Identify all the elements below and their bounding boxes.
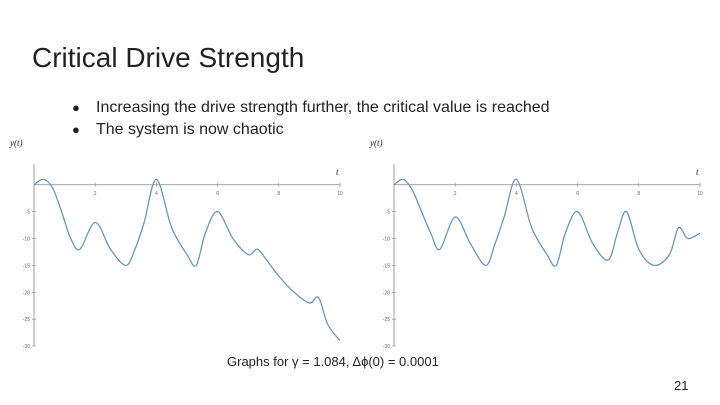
y-tick-label: -5 — [26, 210, 31, 216]
x-tick-label: 6 — [216, 191, 219, 197]
x-axis-label: t — [336, 167, 339, 177]
y-tick-label: -25 — [23, 317, 30, 323]
x-axis-label: t — [696, 167, 699, 177]
y-tick-label: -10 — [23, 237, 30, 243]
y-tick-label: -15 — [383, 263, 390, 269]
x-tick-label: 6 — [576, 191, 579, 197]
y-tick-label: -10 — [383, 237, 390, 243]
bullet-item: Increasing the drive strength further, t… — [72, 97, 550, 119]
slide-title: Critical Drive Strength — [32, 42, 305, 73]
x-tick-label: 10 — [697, 191, 703, 197]
y-tick-label: -15 — [23, 263, 30, 269]
x-tick-label: 2 — [454, 191, 457, 197]
bullet-item: The system is now chaotic — [72, 119, 550, 141]
chart-left: y(t) t 2 4 6 8 10 -5 -10 -15 -20 -25 -30 — [8, 140, 350, 356]
y-axis-label: y(t) — [369, 140, 383, 148]
y-axis-label: y(t) — [9, 140, 23, 148]
y-tick-label: -30 — [23, 344, 30, 350]
y-tick-label: -30 — [383, 344, 390, 350]
x-tick-label: 8 — [277, 191, 280, 197]
series-line — [33, 178, 341, 342]
page-number: 21 — [674, 378, 689, 393]
chart-right: y(t) t 2 4 6 8 10 -5 -10 -15 -20 -25 -30 — [368, 140, 710, 356]
chart-right-svg: y(t) t 2 4 6 8 10 -5 -10 -15 -20 -25 -30 — [369, 140, 703, 350]
x-tick-label: 4 — [155, 191, 158, 197]
x-tick-label: 10 — [337, 191, 343, 197]
y-tick-label: -20 — [23, 290, 30, 296]
y-tick-label: -20 — [383, 290, 390, 296]
chart-caption: Graphs for γ = 1.084, Δϕ(0) = 0.0001 — [227, 354, 439, 369]
x-tick-label: 2 — [94, 191, 97, 197]
y-tick-label: -25 — [383, 317, 390, 323]
bullet-list: Increasing the drive strength further, t… — [72, 97, 550, 141]
chart-left-svg: y(t) t 2 4 6 8 10 -5 -10 -15 -20 -25 -30 — [9, 140, 343, 350]
x-tick-label: 4 — [515, 191, 518, 197]
x-tick-label: 8 — [637, 191, 640, 197]
y-tick-label: -5 — [386, 210, 391, 216]
series-line — [393, 178, 701, 267]
